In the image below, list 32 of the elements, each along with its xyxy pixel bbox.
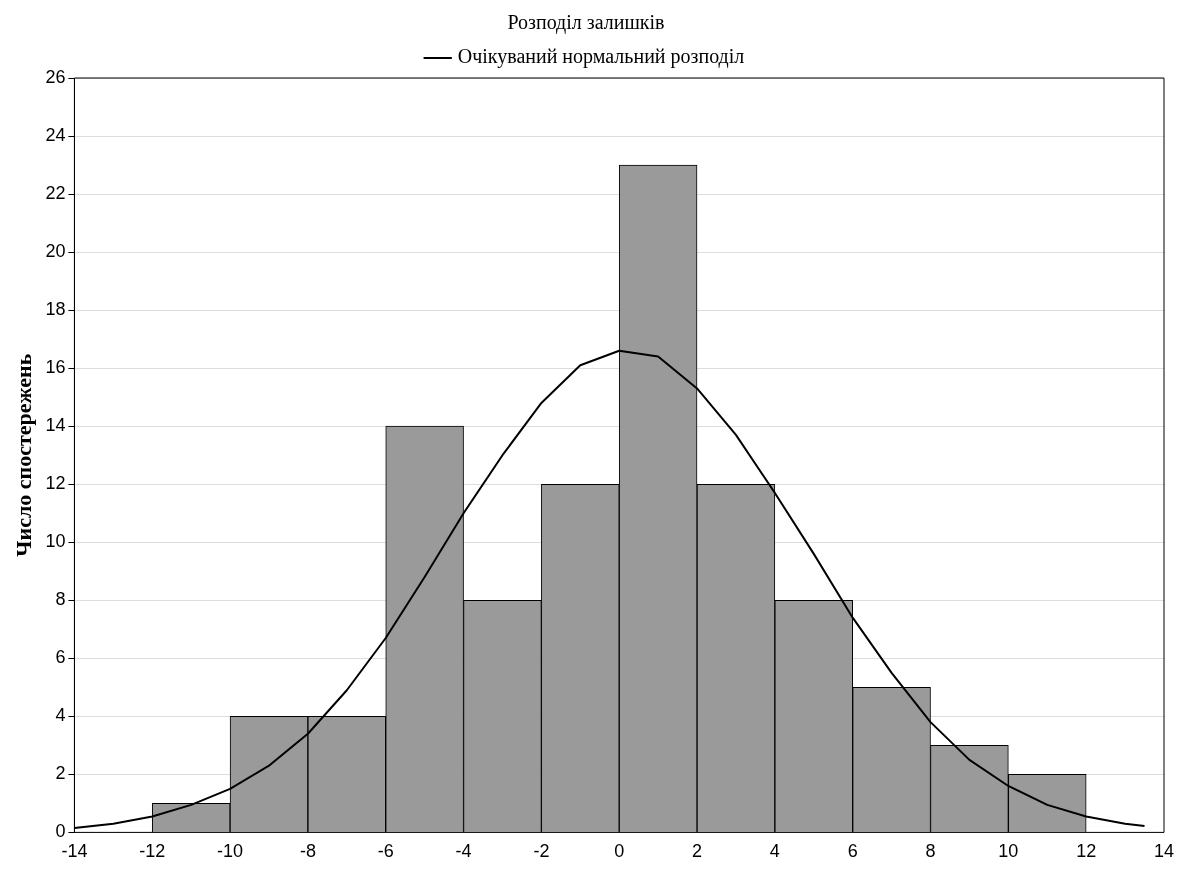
y-tick-label: 10 [45,531,66,552]
y-tick-label: 16 [45,357,66,378]
y-tick-label: 14 [45,415,66,436]
y-tick-label: 26 [45,66,66,87]
y-tick-label: 12 [45,473,66,494]
legend-label: Очікуваний нормальний розподіл [457,45,745,69]
y-tick-label: 22 [45,183,66,204]
x-tick-label: 2 [692,841,703,862]
chart-title: Розподіл залишків [507,11,665,35]
x-tick-label: -6 [377,841,394,862]
x-tick-label: -2 [533,841,550,862]
y-axis-title: Число спостережень [10,353,36,557]
y-tick-label: 20 [45,241,66,262]
y-tick-label: 6 [55,647,66,668]
y-tick-label: 8 [55,589,66,610]
x-tick-label: -12 [139,841,166,862]
y-tick-label: 0 [55,821,66,842]
x-tick-label: -10 [217,841,244,862]
y-tick-label: 24 [45,125,66,145]
x-tick-label: -4 [455,841,472,862]
x-tick-label: 6 [847,841,858,862]
x-tick-label: 8 [925,841,936,862]
x-tick-label: -8 [299,841,316,862]
y-tick-label: 2 [55,763,66,784]
x-tick-label: 12 [1076,841,1097,862]
y-tick-label: 4 [55,705,66,726]
x-tick-label: 14 [1153,841,1175,862]
x-tick-label: 0 [614,841,625,862]
x-tick-label: 4 [769,841,780,862]
x-tick-label: -14 [61,841,88,862]
y-tick-label: 18 [45,299,66,320]
x-tick-label: 10 [998,841,1019,862]
